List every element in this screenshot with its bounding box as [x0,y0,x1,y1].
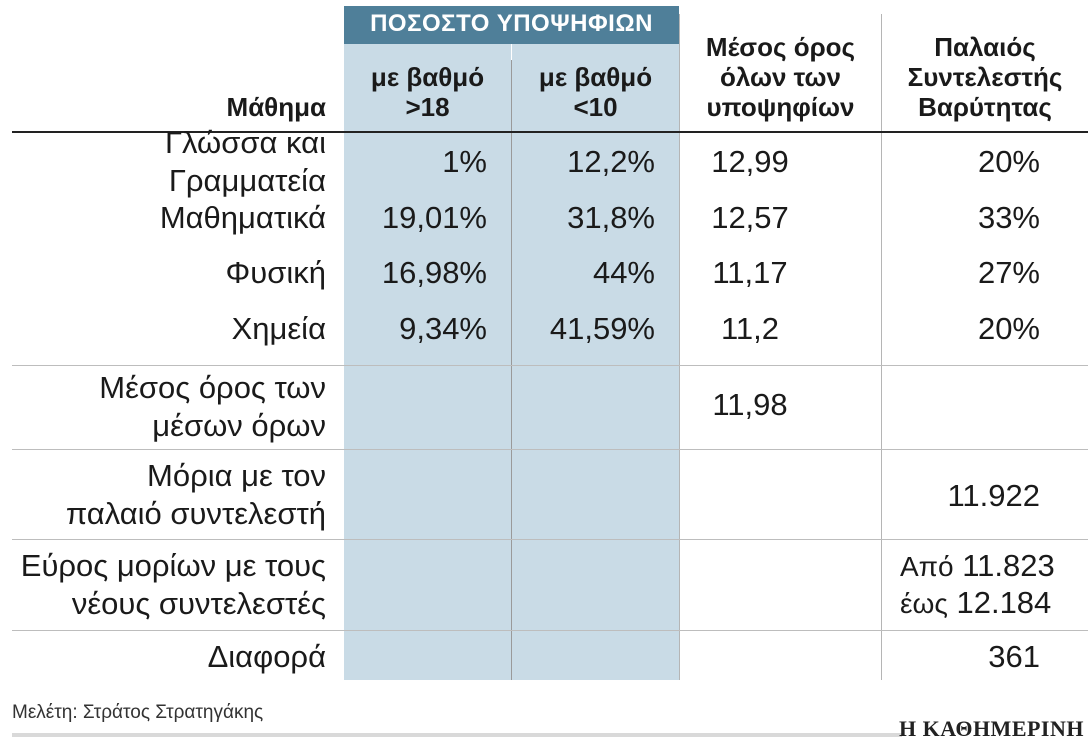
header-average-line1: Μέσος όρος [705,32,856,62]
row-rule [12,365,1088,366]
shaded-column-above18 [344,44,511,680]
summary-label: Μέσος όρος των μέσων όρων [12,367,326,447]
row-below10: 12,2% [567,144,655,179]
header-below10-line2: <10 [573,92,618,122]
row-rule [12,449,1088,450]
summary-range-value: Από 11.823 έως 12.184 [900,547,1086,623]
summary-label-line2: μέσων όρων [152,408,326,443]
row-below10: 31,8% [567,200,655,235]
summary-label: Εύρος μορίων με τους νέους συντελεστές [12,545,326,625]
row-subject: Φυσική [225,255,326,290]
header-average-line2: όλων των [720,62,841,92]
header-old-coef: Παλαιός Συντελεστής Βαρύτητας [882,32,1088,122]
row-old-coef: 20% [977,311,1040,346]
summary-label: Διαφορά [207,639,326,674]
summary-label-line1: Μέσος όρος των [99,370,326,405]
row-subject: Μαθηματικά [159,200,326,235]
row-rule [12,630,1088,631]
header-old-coef-line3: Βαρύτητας [918,92,1052,122]
row-rule [12,539,1088,540]
row-below10: 44% [592,255,655,290]
summary-value: 11,98 [712,387,788,422]
summary-label-line2: παλαιό συντελεστή [65,496,326,531]
header-below10-line1: με βαθμό [538,62,653,92]
range-to-word: έως [900,588,948,619]
summary-value: 11.922 [947,478,1040,513]
footer-rule [12,733,902,737]
header-above18-line2: >18 [405,92,450,122]
summary-label-line1: Εύρος μορίων με τους [20,548,326,583]
row-above18: 9,34% [399,311,487,346]
row-average: 11,2 [720,311,780,346]
col-divider [511,60,512,680]
row-old-coef: 20% [977,144,1040,179]
row-average: 11,17 [712,255,788,290]
col-divider [881,14,882,680]
study-credit: Μελέτη: Στράτος Στρατηγάκης [12,702,264,723]
row-old-coef: 27% [977,255,1040,290]
summary-label: Μόρια με τον παλαιό συντελεστή [12,453,326,537]
summary-label-line2: νέους συντελεστές [71,586,326,621]
header-above18-line1: με βαθμό [370,62,485,92]
shaded-column-below10 [512,44,679,680]
header-old-coef-line1: Παλαιός [934,32,1036,62]
row-below10: 41,59% [549,311,655,346]
row-subject: Γλώσσα και Γραμματεία [164,125,326,198]
col-divider [679,14,680,680]
summary-value: 361 [988,639,1040,674]
header-subject: Μάθημα [226,92,326,122]
range-to-value: 12.184 [956,585,1052,620]
publisher-logo: Η ΚΑΘΗΜΕΡΙΝΗ [899,716,1084,741]
range-from-word: Από [900,551,954,582]
summary-label-line1: Μόρια με τον [147,458,326,493]
row-above18: 1% [442,144,487,179]
header-below10: με βαθμό <10 [512,62,679,122]
row-above18: 19,01% [381,200,487,235]
group-header: ΠΟΣΟΣΤΟ ΥΠΟΨΗΦΙΩΝ [344,6,679,44]
range-from-value: 11.823 [962,548,1055,583]
header-above18: με βαθμό >18 [344,62,511,122]
row-old-coef: 33% [977,200,1040,235]
header-average: Μέσος όρος όλων των υποψηφίων [680,32,881,122]
row-above18: 16,98% [381,255,487,290]
header-old-coef-line2: Συντελεστής [907,62,1063,92]
header-rule [12,131,1088,133]
header-average-line3: υποψηφίων [706,92,855,122]
row-average: 12,57 [711,200,789,235]
row-average: 12,99 [711,144,789,179]
row-subject: Χημεία [231,311,326,346]
